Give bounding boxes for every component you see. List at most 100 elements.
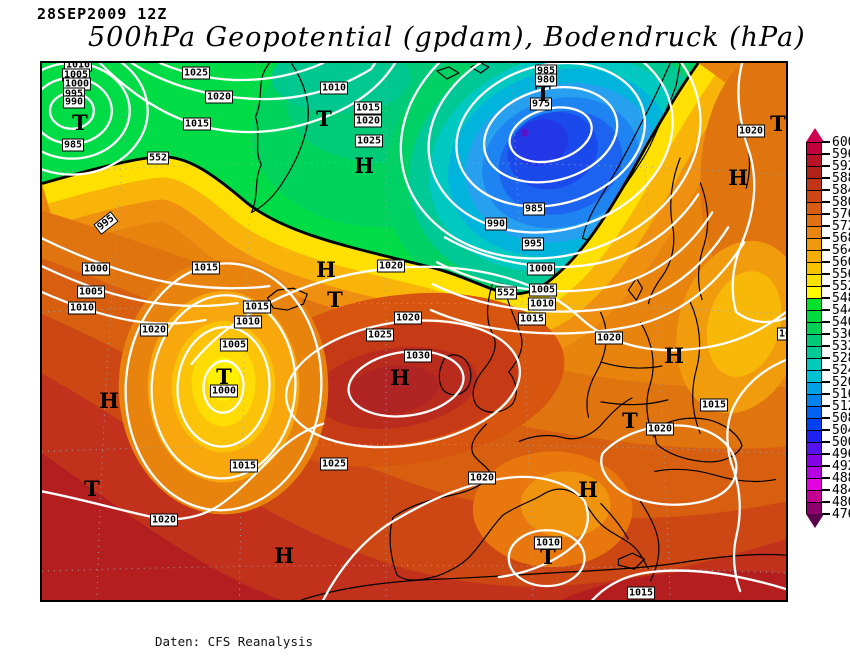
pressure-center-T: T [535,81,551,106]
map-title: 500hPa Geopotential (gpdam), Bodendruck … [88,22,806,53]
pressure-center-T: T [327,287,343,312]
colorbar-tick-line [822,441,830,443]
colorbar-tick-row: 548 [822,291,850,305]
isobar-label: 1025 [354,134,384,148]
run-datetime: 28SEP2009 12Z [37,5,168,23]
colorbar-tick-value: 568 [832,230,850,246]
isobar-label: 975 [529,97,553,111]
colorbar-cell [807,143,821,155]
isobar-label: 1020 [467,471,497,485]
colorbar-tick-line [822,285,830,287]
isobar-label: 1020 [393,311,423,325]
colorbar-tick-line [822,273,830,275]
colorbar-tick-value: 536 [832,326,850,342]
colorbar-cell [807,275,821,287]
colorbar-tick-row: 508 [822,411,850,425]
colorbar-cell [807,383,821,395]
pressure-center-H: H [728,165,748,190]
isobar-label: 1020 [594,331,624,345]
colorbar-tick-line [822,417,830,419]
colorbar-cell [807,371,821,383]
colorbar-cell [807,227,821,239]
isobar-label: 990 [484,217,508,231]
colorbar-tick-line [822,477,830,479]
colorbar-tick-line [822,393,830,395]
colorbar-tick-value: 504 [832,422,850,438]
colorbar-cell [807,467,821,479]
colorbar-tick-value: 508 [832,410,850,426]
footer-line-source: Daten: CFS Reanalysis [155,634,314,649]
colorbar-tick-row: 520 [822,375,850,389]
colorbar-tick-line [822,369,830,371]
colorbar-tick-line [822,345,830,347]
isobar-label: 1020 [139,323,169,337]
isobar-label: 1020 [736,124,766,138]
isobar-label: 1020 [376,259,406,273]
isobar-label: 1000 [81,262,111,276]
isobar-label: 985 [522,202,546,216]
colorbar-tick-value: 488 [832,470,850,486]
isobar-label: 1000 [526,262,556,276]
colorbar-tick-row: 540 [822,315,850,329]
colorbar-tick-row: 528 [822,351,850,365]
isobar-label: 1015 [626,586,656,600]
isobar-label: 1020 [204,90,234,104]
pressure-center-T: T [216,364,232,389]
colorbar-tick-line [822,225,830,227]
colorbar-tick-value: 548 [832,290,850,306]
colorbar-tick-row: 572 [822,219,850,233]
colorbar-tick-row: 564 [822,243,850,257]
colorbar-tick-value: 560 [832,254,850,270]
colorbar-tick-line [822,141,830,143]
isobar-label: 1020 [149,513,179,527]
colorbar-tick-line [822,309,830,311]
isobar-label: 1015 [353,101,383,115]
colorbar-tick-row: 544 [822,303,850,317]
isobar-label: 1010 [319,81,349,95]
map-canvas: 1010 1005 1000 995 990 985 552 1025 1020 1015 995 1… [40,61,788,602]
colorbar-tick-value: 484 [832,482,850,498]
isobar-label: 1015 [699,398,729,412]
colorbar-tick-value: 584 [832,182,850,198]
colorbar-tick-line [822,489,830,491]
colorbar-tick-value: 492 [832,458,850,474]
colorbar-arrow-down [806,514,824,528]
colorbar-tick-row: 552 [822,279,850,293]
pressure-center-T: T [622,408,638,433]
colorbar-cell [807,203,821,215]
colorbar-tick-labels: 6005965925885845805765725685645605565525… [822,136,850,521]
colorbar-tick-row: 484 [822,483,850,497]
colorbar-tick-value: 476 [832,506,850,522]
colorbar-tick-row: 560 [822,255,850,269]
isobar-label: 1005 [528,283,558,297]
colorbar-tick-line [822,297,830,299]
pressure-center-H: H [274,543,294,568]
colorbar-cell [807,455,821,467]
colorbar-tick-value: 532 [832,338,850,354]
colorbar-tick-line [822,501,830,503]
colorbar-tick-value: 576 [832,206,850,222]
colorbar-tick-row: 492 [822,459,850,473]
colorbar-cell [807,167,821,179]
colorbar-tick-row: 568 [822,231,850,245]
isobar-label: 1005 [76,285,106,299]
colorbar-tick-line [822,333,830,335]
colorbar-tick-row: 512 [822,399,850,413]
colorbar-tick-row: 496 [822,447,850,461]
colorbar-tick-line [822,237,830,239]
pressure-center-T: T [540,544,556,569]
colorbar-tick-row: 488 [822,471,850,485]
isobar-label: 1015 [229,459,259,473]
colorbar-tick-line [822,453,830,455]
colorbar-cell [807,479,821,491]
colorbar-tick-value: 592 [832,158,850,174]
pressure-center-H: H [99,388,119,413]
colorbar-tick-line [822,513,830,515]
attribution-footer: Daten: CFS Reanalysis (C) Wetterzentrale… [155,603,313,657]
colorbar-tick-value: 480 [832,494,850,510]
isobar-label: 552 [494,286,518,300]
colorbar-tick-value: 500 [832,434,850,450]
isobar-label: 1010 [533,536,563,550]
colorbar-cell [807,179,821,191]
